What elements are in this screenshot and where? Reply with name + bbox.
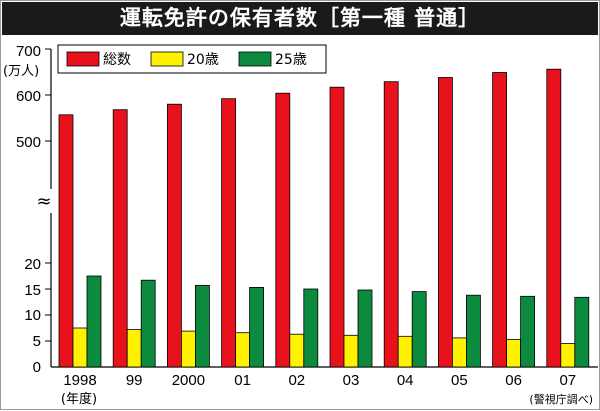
bar-total bbox=[329, 86, 345, 368]
x-tick-label: 1998 bbox=[63, 372, 96, 389]
legend-swatch-total bbox=[66, 51, 100, 67]
chart-title: 運転免許の保有者数［第一種 普通］ bbox=[2, 2, 598, 35]
bar-age25 bbox=[574, 296, 590, 368]
x-tick-label: 06 bbox=[505, 372, 522, 389]
y-tick-label: 500 bbox=[16, 134, 41, 151]
y-tick-label: 600 bbox=[16, 88, 41, 105]
bar-total bbox=[221, 98, 237, 368]
legend: 総数 20歳 25歳 bbox=[57, 44, 327, 74]
x-axis-year-label: (年度) bbox=[61, 391, 97, 407]
bar-age20 bbox=[506, 338, 522, 368]
y-axis-unit-label: (万人) bbox=[3, 64, 39, 79]
legend-swatch-age25 bbox=[238, 51, 272, 67]
y-tick-label: 20 bbox=[24, 256, 41, 273]
bar-age25 bbox=[249, 286, 265, 368]
bar-age20 bbox=[289, 333, 305, 368]
bar-age20 bbox=[72, 327, 88, 368]
bar-age25 bbox=[140, 279, 156, 368]
x-tick-label: 04 bbox=[397, 372, 414, 389]
legend-label-age25: 25歳 bbox=[275, 52, 307, 68]
y-tick-label: 15 bbox=[24, 282, 41, 299]
bar-age25 bbox=[411, 291, 427, 368]
bar-total bbox=[166, 103, 182, 368]
legend-box bbox=[57, 44, 327, 74]
x-tick-label: 2000 bbox=[172, 372, 205, 389]
bar-total bbox=[383, 81, 399, 368]
axis-break-symbol: ≈ bbox=[36, 191, 51, 212]
bar-total bbox=[546, 68, 562, 368]
y-tick-label: 5 bbox=[33, 333, 41, 350]
bar-age25 bbox=[194, 284, 210, 368]
bar-total bbox=[492, 72, 508, 368]
x-tick-label: 99 bbox=[126, 372, 143, 389]
bar-age25 bbox=[303, 288, 319, 368]
bar-age25 bbox=[520, 295, 535, 368]
bar-age20 bbox=[180, 330, 196, 368]
bar-age25 bbox=[357, 289, 373, 368]
y-axis-upper-ticks: 700 600 500 bbox=[16, 43, 51, 151]
bar-age25 bbox=[86, 275, 102, 368]
bar-age20 bbox=[397, 335, 413, 368]
x-tick-label: 07 bbox=[559, 372, 576, 389]
x-tick-label: 05 bbox=[451, 372, 468, 389]
y-tick-label: 700 bbox=[16, 43, 41, 60]
y-axis-lower-ticks: 20 15 10 5 0 bbox=[24, 256, 51, 376]
bar-total bbox=[58, 114, 74, 368]
x-axis-labels: 1998 99 2000 01 02 03 04 05 06 07 bbox=[63, 372, 576, 389]
y-tick-label: 0 bbox=[33, 359, 41, 376]
bar-total bbox=[275, 92, 291, 368]
axes bbox=[50, 49, 598, 368]
source-note: (警視庁調べ) bbox=[529, 392, 593, 406]
bar-age20 bbox=[451, 337, 467, 368]
bar-total bbox=[112, 109, 128, 368]
bar-age20 bbox=[126, 329, 142, 368]
y-tick-label: 10 bbox=[24, 307, 41, 324]
bar-age20 bbox=[343, 334, 359, 368]
bars bbox=[58, 68, 590, 368]
bar-total bbox=[437, 77, 453, 368]
x-tick-label: 03 bbox=[343, 372, 360, 389]
bar-age20 bbox=[235, 332, 251, 368]
legend-label-total: 総数 bbox=[103, 52, 131, 68]
x-tick-label: 01 bbox=[234, 372, 251, 389]
legend-label-age20: 20歳 bbox=[187, 52, 219, 68]
bar-age20 bbox=[560, 343, 576, 368]
legend-swatch-age20 bbox=[150, 51, 184, 67]
x-tick-label: 02 bbox=[288, 372, 305, 389]
bar-age25 bbox=[465, 294, 481, 368]
